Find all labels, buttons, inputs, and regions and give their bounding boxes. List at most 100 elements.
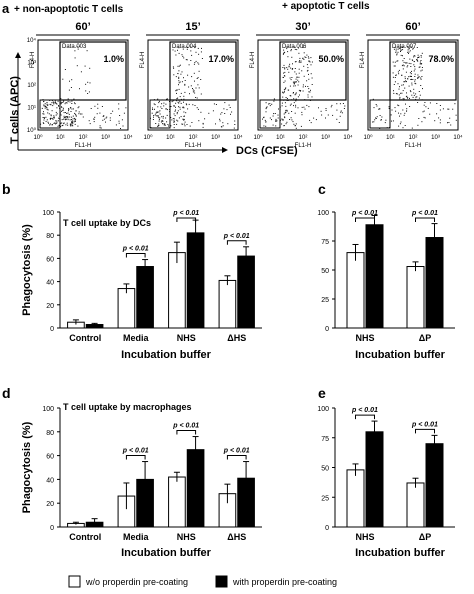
flow-event-dot: [392, 72, 394, 74]
flow-event-dot: [299, 61, 301, 63]
flow-event-dot: [166, 114, 168, 116]
flow-event-dot: [308, 106, 310, 108]
flow-event-dot: [182, 107, 184, 109]
flow-event-dot: [197, 62, 199, 64]
flow-event-dot: [286, 48, 288, 50]
flow-event-dot: [190, 60, 192, 61]
flow-event-dot: [399, 115, 400, 117]
flow-event-dot: [187, 108, 189, 110]
flow-event-dot: [281, 105, 283, 107]
y-tick-label: 20: [46, 303, 54, 310]
flow-event-dot: [269, 117, 271, 119]
flow-plot-x-tick: 10¹: [276, 135, 285, 141]
flow-event-dot: [283, 113, 285, 115]
flow-event-dot: [58, 105, 59, 107]
flow-event-dot: [63, 117, 65, 118]
flow-event-dot: [282, 53, 284, 55]
y-tick-label: 50: [321, 268, 329, 275]
legend-open-label: w/o properdin pre-coating: [85, 577, 188, 587]
flow-event-dot: [181, 123, 183, 125]
flow-event-dot: [229, 107, 231, 108]
flow-event-dot: [289, 63, 291, 65]
flow-event-dot: [228, 104, 230, 106]
flow-event-dot: [109, 117, 111, 119]
flow-event-dot: [297, 107, 299, 109]
bar-filled: [186, 232, 205, 329]
flow-event-dot: [67, 117, 69, 119]
flow-event-dot: [343, 108, 345, 109]
flow-event-dot: [51, 102, 53, 104]
y-tick-label: 40: [46, 280, 54, 287]
flow-event-dot: [307, 56, 309, 58]
flow-event-dot: [48, 122, 49, 124]
flow-event-dot: [67, 98, 69, 100]
y-tick-label: 80: [46, 233, 54, 240]
flow-event-dot: [411, 94, 413, 96]
flow-event-dot: [300, 60, 302, 62]
y-tick-label: 100: [317, 406, 329, 413]
y-tick-label: 100: [42, 406, 54, 413]
flow-event-dot: [283, 53, 285, 54]
flow-event-dot: [53, 115, 55, 117]
significance-bracket: [125, 253, 146, 258]
flow-event-dot: [414, 66, 416, 68]
flow-event-dot: [287, 99, 289, 101]
flow-event-dot: [327, 114, 329, 116]
flow-event-dot: [293, 83, 295, 85]
flow-event-dot: [455, 119, 457, 121]
flow-event-dot: [300, 61, 302, 63]
flow-event-dot: [295, 106, 297, 108]
flow-event-dot: [50, 118, 52, 119]
flow-event-dot: [75, 110, 77, 112]
flow-event-dot: [332, 114, 334, 116]
flow-event-dot: [303, 106, 305, 108]
flow-event-dot: [375, 117, 376, 119]
flow-event-dot: [159, 117, 161, 119]
flow-event-dot: [297, 79, 299, 81]
flow-event-dot: [157, 125, 159, 127]
flow-plot-x-tick: 10⁴: [123, 134, 133, 141]
flow-event-dot: [395, 93, 397, 95]
flow-event-dot: [282, 119, 284, 121]
flow-event-dot: [196, 97, 198, 99]
flow-event-dot: [279, 109, 281, 111]
flow-event-dot: [174, 50, 176, 52]
flow-event-dot: [290, 49, 292, 51]
bar-filled: [136, 266, 154, 329]
flow-event-dot: [418, 118, 420, 119]
flow-event-dot: [59, 107, 60, 109]
flow-event-dot: [405, 103, 406, 105]
flow-event-dot: [307, 94, 309, 96]
flow-event-dot: [393, 84, 395, 85]
flow-event-dot: [263, 116, 265, 118]
flow-event-dot: [185, 46, 187, 48]
flow-event-dot: [373, 107, 375, 109]
flow-event-dot: [45, 106, 47, 108]
flow-event-dot: [183, 98, 185, 100]
flow-event-dot: [290, 67, 292, 69]
flow-event-dot: [55, 111, 57, 113]
flow-event-dot: [215, 123, 216, 125]
flow-event-dot: [65, 124, 67, 126]
flow-event-dot: [52, 118, 54, 120]
legend-filled-swatch: [215, 575, 228, 588]
flow-event-dot: [290, 79, 292, 81]
flow-event-dot: [410, 79, 412, 80]
flow-plot-x-channel: FL1-H: [405, 143, 422, 149]
y-tick-label: 80: [46, 430, 54, 437]
flow-event-dot: [183, 111, 185, 113]
flow-event-dot: [73, 121, 75, 123]
flow-event-dot: [197, 77, 199, 79]
flow-event-dot: [336, 109, 338, 111]
flow-event-dot: [311, 84, 313, 85]
flow-event-dot: [297, 96, 299, 98]
flow-event-dot: [439, 109, 441, 111]
flow-event-dot: [392, 76, 394, 78]
flow-plot-x-tick: 10⁴: [453, 134, 463, 141]
flow-plot-x-tick: 10²: [79, 135, 88, 141]
flow-event-dot: [219, 118, 221, 120]
chart-c: 0 25 50 75 100 Incubation buffer NHS p < 0.01 ΔP…: [317, 210, 455, 361]
panel-b-letter: b: [2, 181, 11, 197]
